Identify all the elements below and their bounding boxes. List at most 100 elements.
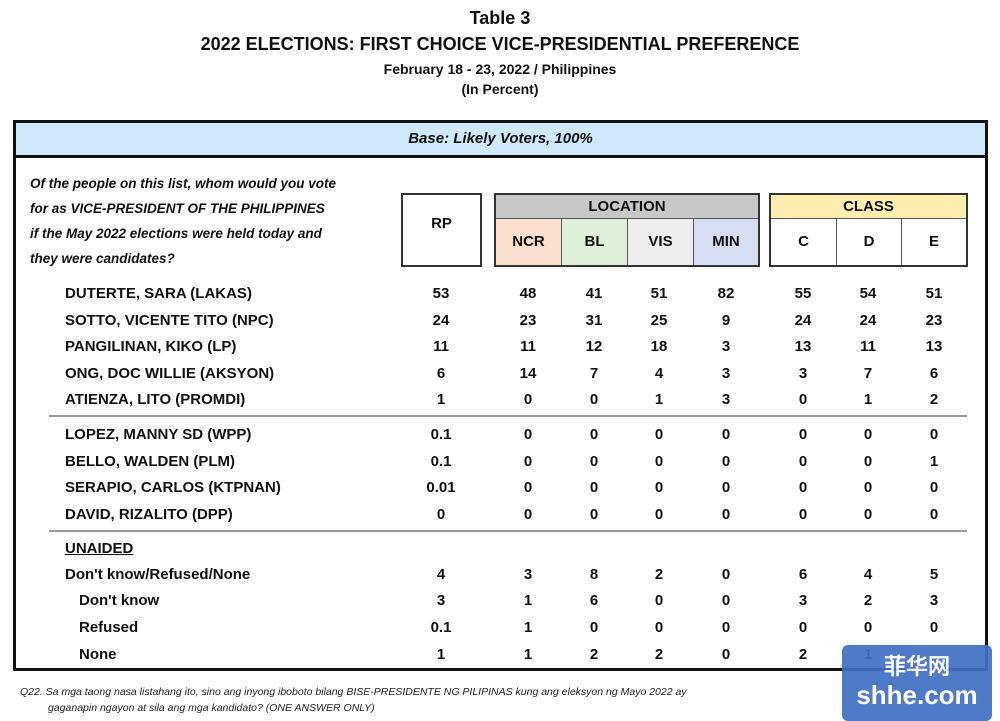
cell-value: 0	[929, 479, 939, 496]
cell-value: 0	[863, 506, 873, 523]
cell-value: 3	[798, 592, 808, 609]
section-divider	[49, 415, 967, 417]
location-header: LOCATION NCR BL VIS MIN	[494, 193, 760, 267]
cell-value: 4	[436, 566, 446, 583]
row-label: LOPEZ, MANNY SD (WPP)	[65, 426, 252, 443]
question-line: Of the people on this list, whom would y…	[30, 176, 337, 191]
table-title: 2022 ELECTIONS: FIRST CHOICE VICE-PRESID…	[200, 34, 800, 54]
cell-value: 4	[654, 365, 664, 382]
cell-value: 0	[654, 592, 664, 609]
cell-value: 6	[798, 566, 808, 583]
cell-value: 53	[432, 285, 450, 302]
cell-value: 1	[523, 646, 533, 663]
cell-value: 54	[859, 285, 877, 302]
table-row: BELLO, WALDEN (PLM) 0.1 0 0 0 0 0 0 1	[0, 453, 1000, 475]
cell-value: 0	[654, 479, 664, 496]
cell-value: 23	[519, 312, 537, 329]
cell-value: 0	[929, 619, 939, 636]
cell-value: 0	[721, 646, 731, 663]
cell-value: 0	[589, 391, 599, 408]
cell-value: 7	[589, 365, 599, 382]
row-label: ONG, DOC WILLIE (AKSYON)	[65, 365, 275, 382]
table-row: LOPEZ, MANNY SD (WPP) 0.1 0 0 0 0 0 0 0	[0, 426, 1000, 448]
table-row: SOTTO, VICENTE TITO (NPC) 24 23 31 25 9 24 24 23	[0, 312, 1000, 334]
table-frame: Base: Likely Voters, 100%	[13, 120, 988, 671]
cell-value: 7	[863, 365, 873, 382]
cell-value: 0	[523, 479, 533, 496]
table-number: Table 3	[469, 8, 531, 28]
cell-value: 0	[929, 506, 939, 523]
rp-header: RP	[401, 193, 482, 267]
cell-value: 6	[589, 592, 599, 609]
question-line: if the May 2022 elections were held toda…	[30, 226, 322, 241]
cell-value: 3	[721, 391, 731, 408]
cell-value: 3	[721, 338, 731, 355]
cell-value: 1	[436, 646, 446, 663]
footnote-line: gaganapin ngayon at sila ang mga kandida…	[48, 702, 375, 714]
cell-value: 0	[798, 506, 808, 523]
cell-value: 31	[585, 312, 603, 329]
cell-value: 51	[925, 285, 943, 302]
cell-value: 0.1	[430, 619, 452, 636]
cell-value: 8	[589, 566, 599, 583]
cell-value: 0	[721, 426, 731, 443]
row-label: Don't know	[79, 592, 160, 609]
row-label: SOTTO, VICENTE TITO (NPC)	[65, 312, 274, 329]
watermark-logo: 菲华网 shhe.com	[842, 645, 992, 721]
table-row: Don't know 3 1 6 0 0 3 2 3	[0, 592, 1000, 614]
cell-value: 82	[717, 285, 735, 302]
col-vis: VIS	[628, 219, 694, 265]
row-label: PANGILINAN, KIKO (LP)	[65, 338, 237, 355]
cell-value: 1	[436, 391, 446, 408]
row-label: Don't know/Refused/None	[65, 566, 251, 583]
cell-value: 2	[654, 566, 664, 583]
cell-value: 55	[794, 285, 812, 302]
class-group-label: CLASS	[771, 195, 966, 219]
cell-value: 1	[929, 453, 939, 470]
cell-value: 3	[929, 592, 939, 609]
row-label: ATIENZA, LITO (PROMDI)	[65, 391, 246, 408]
unaided-label: UNAIDED	[65, 540, 134, 557]
cell-value: 1	[523, 592, 533, 609]
col-ncr: NCR	[496, 219, 562, 265]
cell-value: 0	[523, 391, 533, 408]
cell-value: 24	[794, 312, 812, 329]
cell-value: 3	[523, 566, 533, 583]
cell-value: 18	[650, 338, 668, 355]
cell-value: 0	[436, 506, 446, 523]
col-c: C	[771, 219, 837, 265]
cell-value: 12	[585, 338, 603, 355]
cell-value: 48	[519, 285, 537, 302]
cell-value: 0.1	[430, 426, 452, 443]
cell-value: 0	[654, 506, 664, 523]
cell-value: 0	[523, 426, 533, 443]
cell-value: 0	[721, 566, 731, 583]
row-label: SERAPIO, CARLOS (KTPNAN)	[65, 479, 281, 496]
cell-value: 25	[650, 312, 668, 329]
cell-value: 11	[860, 338, 876, 355]
section-divider	[49, 530, 967, 532]
cell-value: 0	[589, 619, 599, 636]
cell-value: 0	[589, 453, 599, 470]
table-row: PANGILINAN, KIKO (LP) 11 11 12 18 3 13 11 13	[0, 338, 1000, 360]
col-d: D	[837, 219, 902, 265]
col-e: E	[928, 233, 939, 250]
cell-value: 0	[863, 619, 873, 636]
question-text: Of the people on this list, whom would y…	[30, 171, 370, 271]
cell-value: 23	[925, 312, 943, 329]
cell-value: 0	[863, 479, 873, 496]
question-line: they were candidates?	[30, 251, 175, 266]
cell-value: 3	[798, 365, 808, 382]
cell-value: 0	[589, 479, 599, 496]
col-min: MIN	[694, 219, 758, 265]
cell-value: 0	[798, 453, 808, 470]
cell-value: 3	[436, 592, 446, 609]
cell-value: 0	[654, 619, 664, 636]
cell-value: 0	[721, 619, 731, 636]
row-label: DUTERTE, SARA (LAKAS)	[65, 285, 252, 302]
cell-value: 0	[798, 391, 808, 408]
cell-value: 0	[721, 506, 731, 523]
footnote: Q22. Sa mga taong nasa listahang ito, si…	[20, 684, 687, 716]
cell-value: 3	[721, 365, 731, 382]
